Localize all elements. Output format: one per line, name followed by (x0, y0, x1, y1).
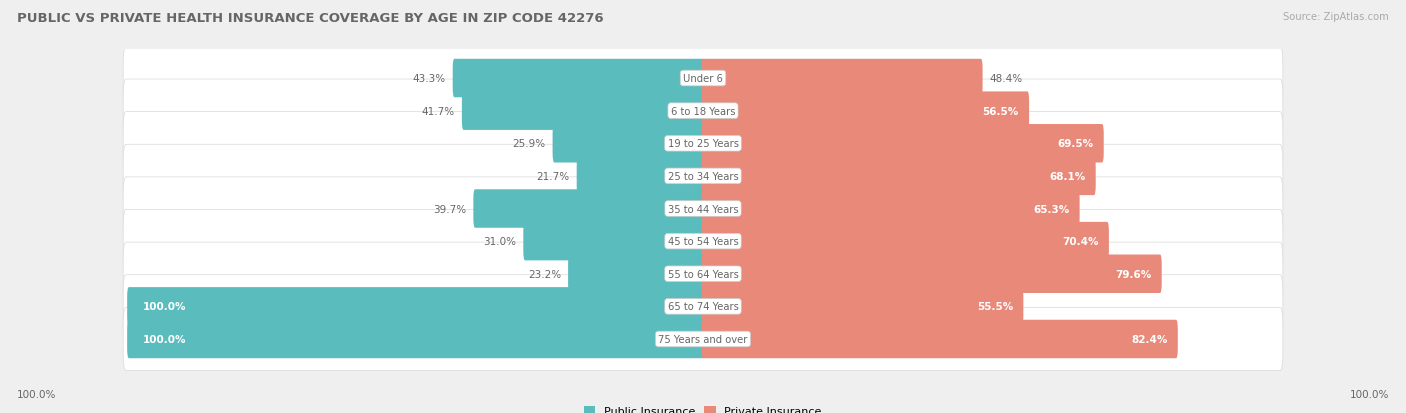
Text: 65.3%: 65.3% (1033, 204, 1070, 214)
FancyBboxPatch shape (702, 222, 1109, 261)
FancyBboxPatch shape (124, 308, 1282, 371)
Text: Source: ZipAtlas.com: Source: ZipAtlas.com (1284, 12, 1389, 22)
Text: 45 to 54 Years: 45 to 54 Years (668, 237, 738, 247)
Text: 25 to 34 Years: 25 to 34 Years (668, 171, 738, 181)
FancyBboxPatch shape (127, 320, 704, 358)
Text: 55 to 64 Years: 55 to 64 Years (668, 269, 738, 279)
Text: 19 to 25 Years: 19 to 25 Years (668, 139, 738, 149)
Text: 6 to 18 Years: 6 to 18 Years (671, 107, 735, 116)
FancyBboxPatch shape (523, 222, 704, 261)
Text: 100.0%: 100.0% (143, 334, 187, 344)
Text: 56.5%: 56.5% (983, 107, 1019, 116)
Text: 70.4%: 70.4% (1062, 237, 1098, 247)
FancyBboxPatch shape (124, 47, 1282, 110)
Text: 21.7%: 21.7% (537, 171, 569, 181)
FancyBboxPatch shape (124, 112, 1282, 176)
FancyBboxPatch shape (124, 210, 1282, 273)
FancyBboxPatch shape (474, 190, 704, 228)
FancyBboxPatch shape (461, 92, 704, 131)
FancyBboxPatch shape (702, 59, 983, 98)
FancyBboxPatch shape (553, 125, 704, 163)
Text: Under 6: Under 6 (683, 74, 723, 84)
FancyBboxPatch shape (702, 157, 1095, 196)
FancyBboxPatch shape (124, 242, 1282, 306)
FancyBboxPatch shape (124, 145, 1282, 208)
Text: 100.0%: 100.0% (1350, 389, 1389, 399)
Text: 68.1%: 68.1% (1049, 171, 1085, 181)
Text: 41.7%: 41.7% (422, 107, 456, 116)
FancyBboxPatch shape (568, 255, 704, 293)
Text: 100.0%: 100.0% (143, 301, 187, 312)
Text: 55.5%: 55.5% (977, 301, 1012, 312)
Text: 25.9%: 25.9% (513, 139, 546, 149)
Text: 69.5%: 69.5% (1057, 139, 1094, 149)
Text: 82.4%: 82.4% (1130, 334, 1167, 344)
Text: 43.3%: 43.3% (413, 74, 446, 84)
Text: 48.4%: 48.4% (990, 74, 1022, 84)
FancyBboxPatch shape (702, 190, 1080, 228)
FancyBboxPatch shape (702, 125, 1104, 163)
Text: 23.2%: 23.2% (529, 269, 561, 279)
FancyBboxPatch shape (576, 157, 704, 196)
FancyBboxPatch shape (702, 255, 1161, 293)
Text: 100.0%: 100.0% (17, 389, 56, 399)
Text: 39.7%: 39.7% (433, 204, 467, 214)
Text: PUBLIC VS PRIVATE HEALTH INSURANCE COVERAGE BY AGE IN ZIP CODE 42276: PUBLIC VS PRIVATE HEALTH INSURANCE COVER… (17, 12, 603, 25)
FancyBboxPatch shape (702, 320, 1178, 358)
Legend: Public Insurance, Private Insurance: Public Insurance, Private Insurance (579, 402, 827, 413)
FancyBboxPatch shape (124, 275, 1282, 338)
FancyBboxPatch shape (127, 287, 704, 326)
FancyBboxPatch shape (453, 59, 704, 98)
FancyBboxPatch shape (124, 178, 1282, 240)
Text: 75 Years and over: 75 Years and over (658, 334, 748, 344)
FancyBboxPatch shape (702, 92, 1029, 131)
FancyBboxPatch shape (124, 80, 1282, 143)
FancyBboxPatch shape (702, 287, 1024, 326)
Text: 31.0%: 31.0% (484, 237, 516, 247)
Text: 79.6%: 79.6% (1115, 269, 1152, 279)
Text: 65 to 74 Years: 65 to 74 Years (668, 301, 738, 312)
Text: 35 to 44 Years: 35 to 44 Years (668, 204, 738, 214)
